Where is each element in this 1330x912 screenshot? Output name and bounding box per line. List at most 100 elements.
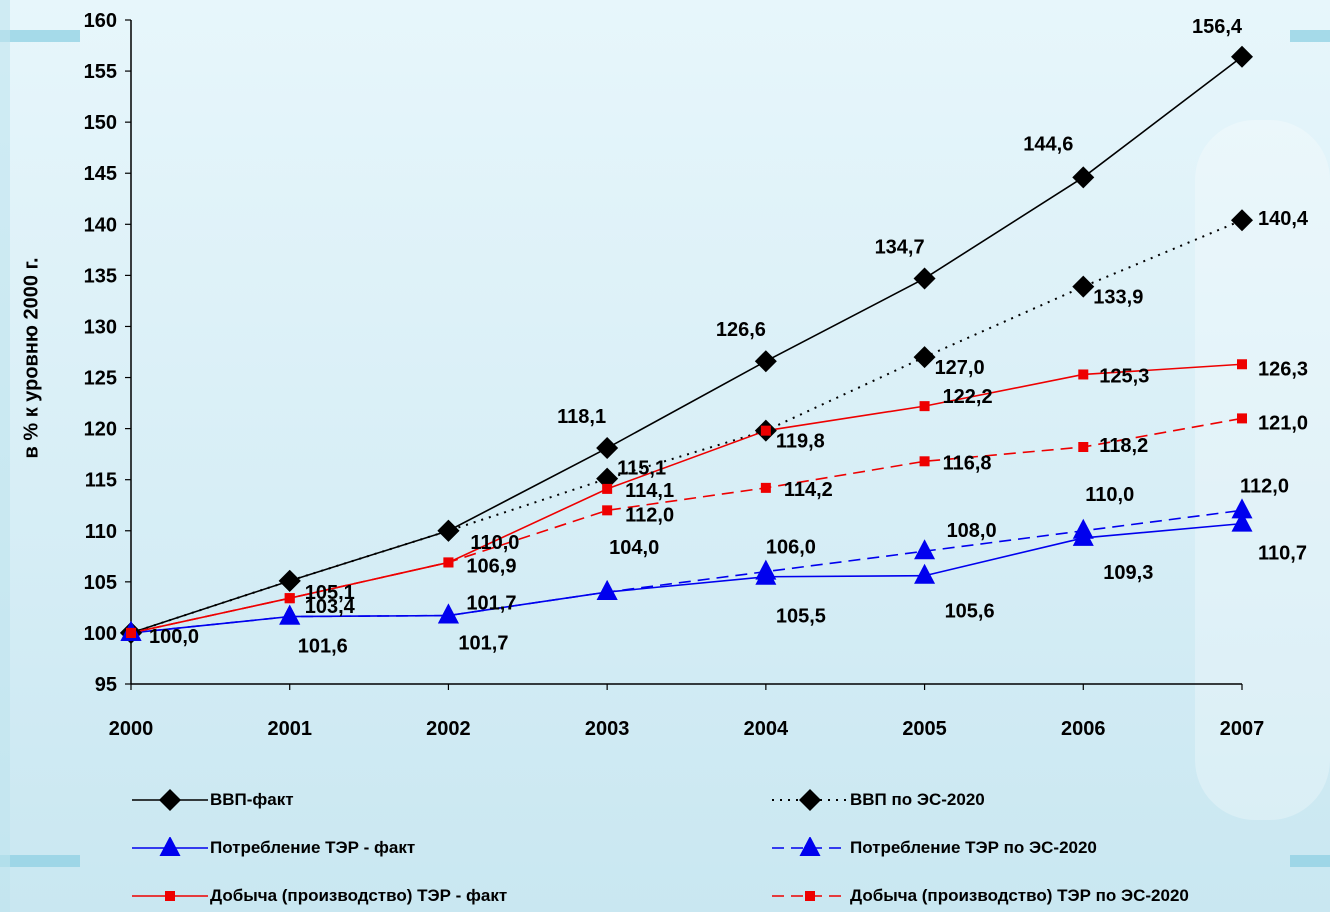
legend-marker-2 xyxy=(159,837,181,856)
x-tick-label: 2004 xyxy=(744,718,789,740)
legend-swatch-production-fact xyxy=(132,891,208,901)
data-label-s3-4: 106,0 xyxy=(766,537,816,559)
chart-lines xyxy=(130,56,1243,634)
y-tick-label: 125 xyxy=(84,368,117,390)
y-tick-label: 145 xyxy=(84,163,117,185)
data-point-s5-4 xyxy=(760,482,771,493)
data-point-s4-4 xyxy=(760,425,771,436)
data-label-s4-3: 114,1 xyxy=(625,480,674,502)
legend-swatch-gdp-fact xyxy=(132,789,208,811)
chart-data-labels: 118,1 126,6 134,7 144,6 156,4 105,1 110,0 115,1… xyxy=(149,16,1309,658)
data-label-s2-7: 110,7 xyxy=(1258,543,1307,565)
data-label-s4-6: 125,3 xyxy=(1099,365,1149,387)
legend-label-gdp-forecast: ВВП по ЭС-2020 xyxy=(850,790,985,809)
data-point-s3-1 xyxy=(279,604,301,625)
x-tick-label: 2003 xyxy=(585,718,630,740)
data-point-s1-6 xyxy=(1072,275,1095,298)
data-point-s1-7 xyxy=(1231,209,1253,232)
data-label-s0-5: 134,7 xyxy=(875,236,925,258)
y-tick-label: 110 xyxy=(85,521,117,543)
data-point-s3-6 xyxy=(1072,518,1094,539)
legend-swatch-consumption-forecast xyxy=(772,837,848,856)
legend-swatch-consumption-fact xyxy=(132,837,208,856)
data-point-s3-5 xyxy=(914,539,936,560)
data-point-s5-1 xyxy=(284,593,295,604)
data-label-s5-5: 116,8 xyxy=(943,452,992,474)
data-label-s4-0: 100,0 xyxy=(149,626,199,648)
data-point-s4-5 xyxy=(919,401,930,412)
data-point-s4-7 xyxy=(1237,359,1247,370)
data-point-s0-4 xyxy=(754,350,777,373)
data-point-s4-3 xyxy=(602,483,613,494)
legend-marker-3 xyxy=(799,837,821,856)
data-point-s1-3 xyxy=(596,467,619,490)
data-point-s1-5 xyxy=(913,346,936,369)
x-tick-label: 2005 xyxy=(902,718,947,740)
data-label-s1-5: 127,0 xyxy=(935,357,985,379)
data-point-s3-2 xyxy=(437,603,459,624)
legend-swatch-gdp-forecast xyxy=(772,789,848,811)
x-tick-label: 2001 xyxy=(267,718,312,740)
legend-marker-0 xyxy=(159,789,181,811)
data-label-s3-7: 112,0 xyxy=(1240,475,1289,497)
y-axis-title-text: в % к уровню 2000 г. xyxy=(20,257,43,459)
data-label-s1-1: 105,1 xyxy=(305,582,355,604)
legend-label-production-forecast: Добыча (производство) ТЭР по ЭС-2020 xyxy=(850,886,1189,905)
data-label-s5-4: 114,2 xyxy=(784,479,833,501)
chart-axes: 95 100 105 110 115 120 125 130 135 140 145 150 155 16… xyxy=(84,10,1265,740)
x-tick-label: 2007 xyxy=(1220,718,1265,740)
y-tick-label: 105 xyxy=(84,572,117,594)
data-point-s3-3 xyxy=(596,580,618,601)
data-label-s0-6: 144,6 xyxy=(1023,133,1073,155)
data-label-s2-4: 105,5 xyxy=(776,606,826,628)
y-tick-label: 150 xyxy=(84,112,117,134)
legend-label-gdp-fact: ВВП-факт xyxy=(210,790,294,809)
data-point-s5-3 xyxy=(602,505,613,516)
y-tick-label: 115 xyxy=(85,470,117,492)
data-point-s2-5 xyxy=(914,563,936,584)
legend-swatch-production-forecast xyxy=(772,891,848,901)
data-label-s5-6: 118,2 xyxy=(1099,435,1148,457)
x-tick-label: 2000 xyxy=(109,718,154,740)
data-label-s1-4: 119,8 xyxy=(776,431,825,453)
y-tick-label: 155 xyxy=(84,61,117,83)
data-point-s1-2 xyxy=(437,519,460,542)
data-point-s1-1 xyxy=(278,569,301,592)
y-tick-label: 100 xyxy=(84,623,117,645)
data-label-s1-7: 140,4 xyxy=(1258,208,1309,230)
data-label-s2-6: 109,3 xyxy=(1103,562,1153,584)
legend-marker-5 xyxy=(805,891,815,901)
series-line-5 xyxy=(130,417,1243,634)
data-point-s5-5 xyxy=(919,456,930,467)
data-label-s0-4: 126,6 xyxy=(716,319,766,341)
y-tick-label: 140 xyxy=(84,214,117,236)
legend-label-consumption-forecast: Потребление ТЭР по ЭС-2020 xyxy=(850,838,1097,857)
y-tick-label: 135 xyxy=(84,265,117,287)
data-point-s2-7 xyxy=(1231,511,1253,532)
data-point-s5-7 xyxy=(1237,413,1247,424)
series-line-3 xyxy=(130,509,1243,634)
data-label-s2-5: 105,6 xyxy=(945,601,995,623)
data-point-s0-5 xyxy=(913,267,936,290)
chart-markers xyxy=(120,45,1253,644)
series-line-1 xyxy=(130,219,1243,634)
data-label-s5-7: 121,0 xyxy=(1258,412,1308,434)
x-tick-label: 2002 xyxy=(426,718,471,740)
series-line-2 xyxy=(130,522,1243,634)
y-tick-label: 120 xyxy=(84,419,117,441)
data-point-s0-3 xyxy=(596,437,619,460)
legend-marker-1 xyxy=(799,789,821,811)
y-tick-label: 95 xyxy=(95,674,117,696)
data-point-s5-0 xyxy=(126,627,136,638)
data-point-s5-6 xyxy=(1078,442,1089,453)
data-label-s2-2: 101,7 xyxy=(458,633,508,655)
legend-label-consumption-fact: Потребление ТЭР - факт xyxy=(210,838,416,857)
data-label-s1-2: 110,0 xyxy=(470,532,519,554)
series-line-0 xyxy=(130,56,1243,634)
data-label-s3-6: 110,0 xyxy=(1085,484,1134,506)
data-point-s0-7 xyxy=(1231,45,1253,68)
data-label-s4-7: 126,3 xyxy=(1258,358,1308,380)
data-label-s1-3: 115,1 xyxy=(617,458,666,480)
data-label-s3-3: 104,0 xyxy=(609,537,659,559)
